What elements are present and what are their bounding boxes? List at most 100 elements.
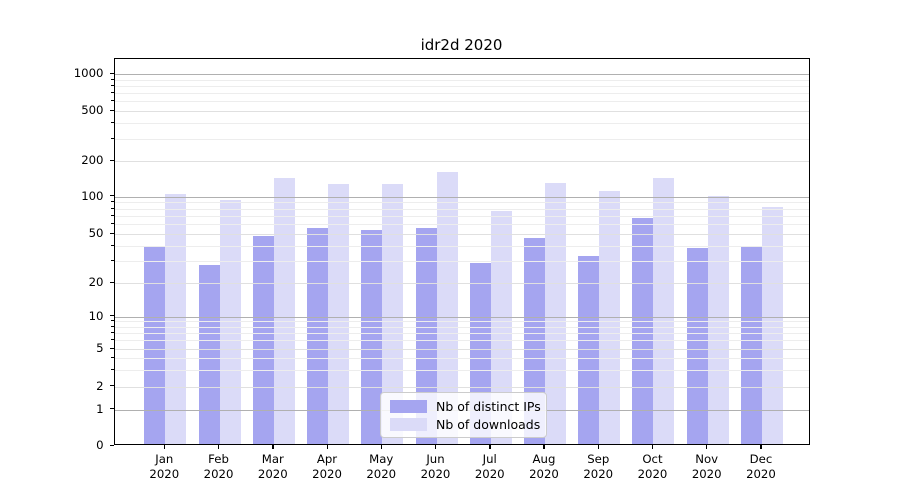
x-axis-tick-label: Nov 2020 xyxy=(677,452,737,481)
gridline-major xyxy=(114,74,809,75)
y-axis-tick xyxy=(109,195,114,197)
gridline-minor xyxy=(114,224,809,226)
x-axis-tick-label-line: 2020 xyxy=(691,466,722,481)
x-axis-tick-label-line: 2020 xyxy=(529,466,559,481)
y-axis-minor-tick xyxy=(111,223,114,225)
x-axis-tick-label: Feb 2020 xyxy=(189,452,249,481)
x-axis-tick-label-line: Oct xyxy=(642,452,663,466)
y-axis-tick xyxy=(109,159,114,161)
x-axis-tick xyxy=(543,445,545,449)
bar-downloads xyxy=(382,184,404,444)
gridline-minor xyxy=(114,245,809,247)
y-axis-minor-tick xyxy=(111,332,114,334)
y-axis-minor-tick xyxy=(111,214,114,216)
y-axis-minor-tick xyxy=(111,357,114,359)
y-axis-minor-tick xyxy=(111,122,114,124)
x-axis-tick-label-line: May xyxy=(369,452,394,466)
x-axis-tick-label: Jun 2020 xyxy=(406,452,466,481)
bar-downloads xyxy=(165,194,187,444)
gridline-minor xyxy=(114,138,809,140)
gridline-minor xyxy=(114,333,809,335)
y-axis-tick-label: 2 xyxy=(96,378,104,393)
gridline-minor xyxy=(114,326,809,328)
y-axis-tick-label: 1 xyxy=(96,401,104,416)
y-axis-tick xyxy=(109,232,114,234)
gridline-minor xyxy=(114,215,809,217)
x-axis-tick-label-line: 2020 xyxy=(257,466,288,481)
gridline-minor xyxy=(114,358,809,360)
x-axis-tick-label-line: Aug xyxy=(532,452,556,466)
gridline-submajor xyxy=(114,111,809,112)
y-axis-tick xyxy=(109,408,114,410)
x-axis-tick xyxy=(597,445,600,449)
y-axis-tick-label: 500 xyxy=(81,103,104,117)
x-axis-tick-label: Dec 2020 xyxy=(731,452,791,481)
y-axis-tick-label: 5 xyxy=(96,341,104,355)
x-axis-tick-label: Aug 2020 xyxy=(514,452,574,481)
x-axis-tick xyxy=(435,445,437,449)
x-axis-tick-label-line: 2020 xyxy=(637,466,668,481)
x-axis-tick-label: Apr 2020 xyxy=(297,452,357,481)
gridline-minor xyxy=(114,85,809,87)
x-axis-tick-label: Jan 2020 xyxy=(134,452,194,481)
y-axis-minor-tick xyxy=(111,260,114,262)
gridline-minor xyxy=(114,93,809,95)
legend: Nb of distinct IPs Nb of downloads xyxy=(380,392,547,438)
x-axis-tick-label: Jul 2020 xyxy=(460,452,520,481)
bar-distinct-ips xyxy=(252,236,274,444)
y-axis-tick-label: 0 xyxy=(96,438,104,452)
x-axis-tick-label-line: 2020 xyxy=(474,466,505,481)
x-axis-tick-label-line: 2020 xyxy=(420,466,451,481)
gridline-submajor xyxy=(114,349,809,350)
x-axis-tick xyxy=(489,445,491,449)
gridline-minor xyxy=(114,208,809,210)
y-axis-tick xyxy=(109,315,114,317)
gridline-minor xyxy=(114,369,809,371)
y-axis-minor-tick xyxy=(111,320,114,322)
y-axis-minor-tick xyxy=(111,207,114,209)
gridline-submajor xyxy=(114,283,809,284)
x-axis-tick-label-line: Nov xyxy=(695,452,719,466)
x-axis-tick-label: Oct 2020 xyxy=(622,452,682,481)
gridline-minor xyxy=(114,101,809,103)
gridline-major xyxy=(114,316,809,318)
gridline-submajor xyxy=(114,234,809,235)
bar-downloads xyxy=(761,207,783,444)
y-axis-minor-tick xyxy=(111,244,114,246)
y-axis-tick-label: 50 xyxy=(88,226,104,240)
legend-label-distinct-ips: Nb of distinct IPs xyxy=(436,398,541,414)
bar-distinct-ips xyxy=(686,248,708,444)
x-axis-tick xyxy=(706,445,708,449)
gridline-major xyxy=(114,196,809,198)
y-axis-tick-label: 200 xyxy=(81,153,104,167)
bar-distinct-ips xyxy=(144,246,166,444)
x-axis-tick-label-line: 2020 xyxy=(746,466,776,481)
y-axis-tick xyxy=(109,109,114,111)
x-axis-tick-label: Sep 2020 xyxy=(568,452,628,481)
y-axis-minor-tick xyxy=(111,201,114,203)
x-axis-tick-label-line: Dec xyxy=(749,452,773,466)
bar-distinct-ips xyxy=(307,227,329,444)
y-axis-tick-label: 10 xyxy=(88,308,104,323)
gridline-minor xyxy=(114,123,809,125)
x-axis-tick xyxy=(326,445,328,449)
legend-item-distinct-ips: Nb of distinct IPs xyxy=(390,399,541,414)
legend-label-downloads: Nb of downloads xyxy=(436,416,541,432)
x-axis-tick-label-line: Jun xyxy=(426,452,445,466)
x-axis-tick-label-line: Mar xyxy=(261,452,284,466)
x-axis-tick-label: Mar 2020 xyxy=(243,452,303,481)
y-axis-minor-tick xyxy=(111,78,114,80)
plot-area xyxy=(113,58,810,445)
y-axis-minor-tick xyxy=(111,325,114,327)
chart-title: idr2d 2020 xyxy=(420,36,503,54)
x-axis-tick-label: May 2020 xyxy=(351,452,411,481)
x-axis-tick xyxy=(380,445,383,449)
y-axis-tick-label: 20 xyxy=(88,275,104,289)
bar-downloads xyxy=(544,183,566,444)
bar-downloads xyxy=(328,183,350,444)
y-axis-tick xyxy=(109,347,114,349)
x-axis-tick-label-line: Sep xyxy=(587,452,610,466)
x-axis-tick xyxy=(272,445,274,449)
bar-downloads xyxy=(653,178,675,444)
x-axis-tick xyxy=(651,445,654,449)
